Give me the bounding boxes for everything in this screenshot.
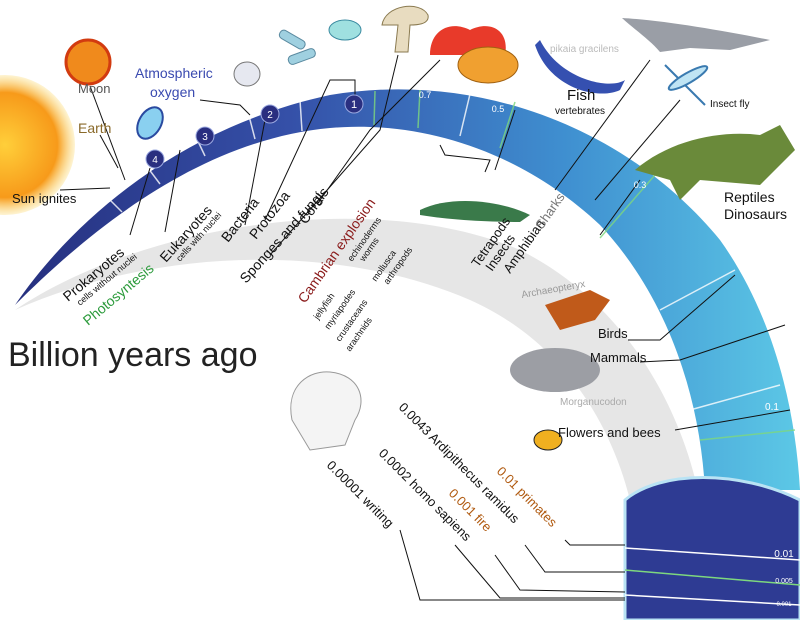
eukaryote-icon — [233, 61, 261, 87]
sun-icon — [0, 75, 75, 215]
block-line — [624, 547, 800, 561]
label: Dinosaurs — [724, 206, 787, 222]
leader-lines — [59, 54, 791, 601]
label: Earth — [78, 120, 111, 136]
dinosaur-icon — [635, 125, 795, 200]
label: pikaia gracilens — [550, 44, 619, 55]
prokaryote-icon — [136, 106, 164, 140]
label: Birds — [598, 326, 628, 341]
scale-label: 0.1 — [765, 402, 779, 413]
bacteria-icon — [278, 29, 316, 65]
shark-icon — [622, 18, 770, 52]
fly-icon — [664, 64, 709, 106]
band-ticks — [109, 89, 796, 441]
moon-icon — [64, 38, 112, 86]
scale-badge — [260, 104, 280, 124]
scale-label: 5 — [115, 184, 120, 194]
label: Reptiles — [724, 189, 775, 205]
coral-icon — [457, 46, 519, 84]
label: Morganucodon — [560, 397, 627, 408]
label: vertebrates — [555, 106, 605, 117]
recent-block — [623, 476, 800, 620]
scale-label: 0.005 — [775, 578, 793, 585]
fungi-icon — [381, 5, 429, 53]
shadow-arc — [15, 218, 700, 500]
scale-badge — [145, 149, 165, 169]
mammal-icon — [510, 348, 600, 392]
label: Sun ignites — [12, 191, 77, 206]
label: Mammals — [590, 350, 647, 365]
protozoa-icon — [328, 19, 362, 41]
scale-label: 0.7 — [419, 90, 432, 100]
skull-icon — [290, 371, 362, 451]
title: Billion years ago — [8, 336, 257, 374]
label: Atmospheric — [135, 65, 213, 81]
label: Moon — [78, 81, 111, 96]
fish-icon — [535, 40, 625, 94]
label: Insect fly — [710, 99, 749, 110]
block-line — [624, 569, 800, 586]
scale-label: 0.5 — [492, 104, 505, 114]
bee-icon — [533, 429, 563, 451]
scale-label: 0.3 — [634, 180, 647, 190]
scale-badge — [344, 94, 364, 114]
scale-label: 1 — [351, 99, 357, 111]
amphibian-icon — [420, 200, 530, 222]
scale-label: 0.001 — [776, 602, 792, 608]
scale-label: 3 — [202, 132, 208, 143]
scale-label: 2 — [267, 110, 273, 121]
scale-label: 4 — [152, 155, 158, 166]
scale-label: 0.01 — [774, 549, 794, 560]
label: 0.00001 writing — [324, 458, 397, 531]
bird-icon — [545, 290, 610, 330]
scale-badge — [195, 126, 215, 146]
label: Fish — [567, 87, 595, 104]
block-line — [624, 594, 800, 606]
label: Sharks — [532, 190, 568, 232]
label: oxygen — [150, 84, 195, 100]
label: Flowers and bees — [558, 425, 661, 440]
